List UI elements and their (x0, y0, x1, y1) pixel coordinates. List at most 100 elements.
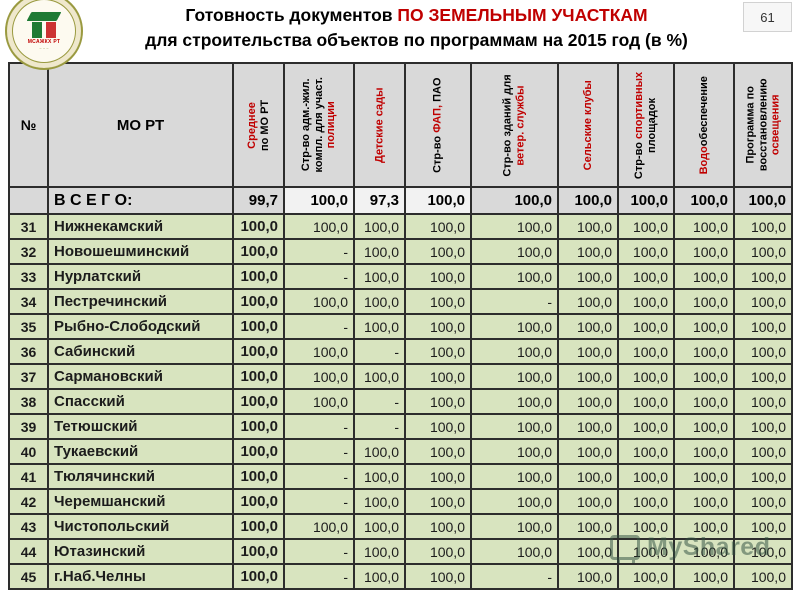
row-number: 34 (8, 288, 49, 315)
total-label: В С Е Г О: (47, 186, 234, 215)
row-number: 31 (8, 213, 49, 240)
cell-value: 100,0 (617, 288, 675, 315)
table-row: 32 Новошешминский 100,0-100,0 100,0 100,0 100… (8, 238, 793, 265)
cell-value: 100,0 (232, 338, 285, 365)
table-row: 40 Тукаевский 100,0-100,0 100,0 100,0 100,0 10… (8, 438, 793, 465)
cell-value: 100,0 (404, 288, 472, 315)
cell-value: 100,0 (733, 388, 793, 415)
header-text-segment: Стр-во адм.-жил. (300, 78, 313, 172)
cell-value: 100,0 (470, 186, 559, 215)
district-name: Ютазинский (47, 538, 234, 565)
district-name: Тетюшский (47, 413, 234, 440)
cell-value: 100,0 (283, 186, 355, 215)
cell-value: 100,0 (733, 263, 793, 290)
header-line: полиции (325, 77, 338, 172)
cell-value: 100,0 (470, 238, 559, 265)
table-row: 34 Пестречинский 100,0 100,0 100,0 100,0-100,… (8, 288, 793, 315)
cell-value: 100,0 (232, 288, 285, 315)
header-line: Сельские клубы (582, 80, 595, 170)
cell-value: 100,0 (733, 413, 793, 440)
cell-value: 100,0 (232, 488, 285, 515)
cell-value: 100,0 (673, 388, 735, 415)
cell-value: 100,0 (404, 513, 472, 540)
slide-title: Готовность документов ПО ЗЕМЕЛЬНЫМ УЧАСТ… (95, 3, 738, 53)
cell-value: 100,0 (617, 438, 675, 465)
cell-value: 100,0 (232, 263, 285, 290)
cell-value: 100,0 (673, 513, 735, 540)
cell-value: 100,0 (232, 213, 285, 240)
row-number (8, 186, 49, 215)
cell-value: 100,0 (404, 488, 472, 515)
row-number: 36 (8, 338, 49, 365)
cell-value: - (353, 388, 406, 415)
table-row: 33 Нурлатский 100,0-100,0 100,0 100,0 100,0 10… (8, 263, 793, 290)
cell-value: - (283, 413, 355, 440)
header-text-segment: Стр-во (633, 138, 646, 179)
col-sports-grounds: Стр-во спортивных площадок (617, 62, 675, 188)
header-text-segment: площадок (646, 97, 659, 153)
cell-value: 100,0 (404, 338, 472, 365)
row-number: 45 (8, 563, 49, 590)
cell-value: 100,0 (353, 363, 406, 390)
cell-value: 100,0 (557, 563, 619, 590)
header-line: МО РТ (49, 117, 232, 134)
row-number: 33 (8, 263, 49, 290)
logo-red-house (46, 21, 56, 38)
district-name: Тукаевский (47, 438, 234, 465)
cell-value: 100,0 (470, 363, 559, 390)
district-name: Нурлатский (47, 263, 234, 290)
cell-value: 100,0 (232, 413, 285, 440)
cell-value: 100,0 (283, 363, 355, 390)
cell-value: 100,0 (470, 338, 559, 365)
cell-value: 100,0 (617, 513, 675, 540)
cell-value: 100,0 (404, 238, 472, 265)
cell-value: - (470, 563, 559, 590)
cell-value: 100,0 (673, 413, 735, 440)
cell-value: 100,0 (557, 338, 619, 365)
header-line: Стр-во зданий для (502, 74, 515, 176)
total-row: В С Е Г О: 99,7 100,0 97,3 100,0 100,0 100,0 10… (8, 186, 793, 215)
cell-value: 100,0 (673, 563, 735, 590)
table-row: 37 Сармановский 100,0 100,0 100,0 100,0 100,0 1… (8, 363, 793, 390)
district-name: Рыбно-Слободский (47, 313, 234, 340)
district-name: Спасский (47, 388, 234, 415)
header-text-segment: Водо (697, 145, 710, 175)
cell-value: 100,0 (232, 438, 285, 465)
row-number: 39 (8, 413, 49, 440)
cell-value: 100,0 (617, 413, 675, 440)
title-red-part: ПО ЗЕМЕЛЬНЫМ УЧАСТКАМ (397, 5, 648, 25)
cell-value: 100,0 (470, 488, 559, 515)
row-number: 43 (8, 513, 49, 540)
cell-value: 100,0 (232, 313, 285, 340)
cell-value: 100,0 (733, 563, 793, 590)
cell-value: 100,0 (617, 338, 675, 365)
cell-value: 100,0 (733, 463, 793, 490)
cell-value: 100,0 (232, 538, 285, 565)
header-line: № (10, 117, 47, 133)
cell-value: 100,0 (353, 288, 406, 315)
table-body: В С Е Г О: 99,7 100,0 97,3 100,0 100,0 100,0 10… (8, 186, 793, 590)
cell-value: 100,0 (673, 288, 735, 315)
logo-green-house (32, 21, 42, 38)
cell-value: 100,0 (617, 363, 675, 390)
cell-value: 100,0 (404, 463, 472, 490)
table-row: 36 Сабинский 100,0 100,0-100,0 100,0 100,0 100… (8, 338, 793, 365)
cell-value: 100,0 (353, 563, 406, 590)
cell-value: 100,0 (353, 238, 406, 265)
header-text-segment: ветер. службы (514, 84, 527, 166)
cell-value: 100,0 (470, 513, 559, 540)
table-row: 38 Спасский 100,0 100,0-100,0 100,0 100,0 100,… (8, 388, 793, 415)
district-name: Тюлячинский (47, 463, 234, 490)
cell-value: 100,0 (617, 213, 675, 240)
cell-value: 100,0 (733, 538, 793, 565)
table-row: 39 Тетюшский 100,0- -100,0 100,0 100,0 100,0 10… (8, 413, 793, 440)
cell-value: 100,0 (404, 438, 472, 465)
cell-value: 100,0 (557, 263, 619, 290)
col-lighting-program: Программа по восстановлению освещения (733, 62, 793, 188)
cell-value: 100,0 (557, 186, 619, 215)
district-name: Новошешминский (47, 238, 234, 265)
cell-value: 100,0 (283, 388, 355, 415)
title-black-part: Готовность документов (185, 5, 393, 25)
cell-value: 100,0 (283, 338, 355, 365)
